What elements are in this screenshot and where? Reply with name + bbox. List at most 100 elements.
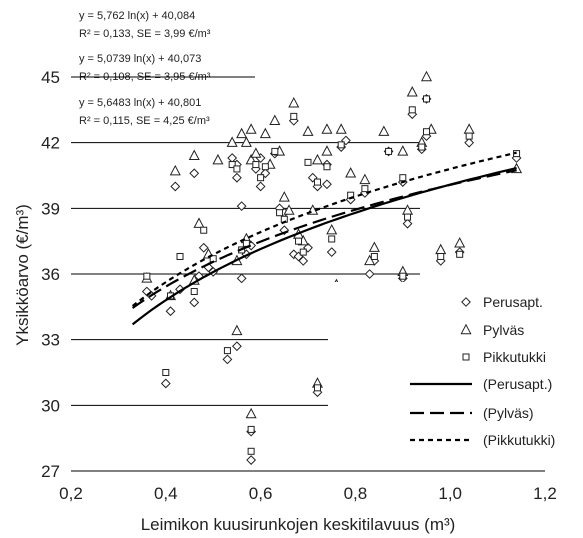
triangle-point <box>169 164 181 176</box>
y-axis-title: Yksikköarvo (€/m³) <box>13 204 32 346</box>
x-axis-tick-labels: 0,2 0,4 0,6 0,8 1,0 1,2 <box>59 484 557 503</box>
triangle-point <box>321 123 333 134</box>
x-tick-label: 1,2 <box>533 484 557 503</box>
triangle-point <box>345 167 357 178</box>
diamond-point <box>307 172 318 183</box>
legend-label: (Pylväs) <box>483 405 534 421</box>
diamond-point <box>189 297 200 308</box>
trendline-long-dash <box>131 169 517 309</box>
square-point <box>465 132 473 140</box>
triangle-point <box>402 204 414 215</box>
triangle-point <box>454 237 466 248</box>
triangle-point <box>463 123 475 134</box>
square-point <box>404 213 412 221</box>
diamond-point <box>231 172 242 183</box>
diamond-point <box>170 181 181 192</box>
y-tick-label: 42 <box>41 134 60 153</box>
triangle-point <box>335 123 347 134</box>
diamond-point <box>165 306 176 317</box>
legend-diamond-marker <box>461 297 471 307</box>
equation-3-formula: y = 5,6483 ln(x) + 40,801 <box>79 97 201 109</box>
x-tick-label: 0,8 <box>344 484 368 503</box>
x-tick-label: 0,4 <box>154 484 178 503</box>
trendlines <box>131 151 517 326</box>
triangle-point <box>240 136 252 147</box>
diamond-point <box>198 242 209 253</box>
triangle-point <box>283 204 295 215</box>
diamond-point <box>341 135 351 146</box>
legend-background <box>328 282 583 468</box>
square-point <box>399 272 407 280</box>
triangle-point <box>302 125 314 136</box>
square-point <box>323 163 331 171</box>
diamond-point <box>402 218 413 229</box>
square-point <box>247 425 255 433</box>
y-tick-label: 30 <box>41 396 60 415</box>
triangle-point <box>359 173 371 185</box>
square-point <box>313 384 321 392</box>
square-point <box>143 272 151 280</box>
trendline-short-dash <box>131 151 517 307</box>
triangle-point <box>406 86 418 97</box>
square-point <box>385 147 393 155</box>
equation-3-stats: R² = 0,115, SE = 4,25 €/m³ <box>79 115 210 127</box>
x-tick-label: 0,6 <box>249 484 273 503</box>
triangle-point <box>250 147 262 158</box>
y-tick-label: 39 <box>41 199 60 218</box>
triangle-point <box>397 145 409 156</box>
legend-label: (Pikkutukki) <box>483 432 555 448</box>
diamond-point <box>189 168 200 179</box>
legend-label: Pikkutukki <box>483 349 546 365</box>
square-point <box>418 143 426 151</box>
square-point <box>423 95 430 103</box>
triangle-point <box>236 127 248 139</box>
diamond-point <box>236 273 247 284</box>
square-point <box>190 288 198 296</box>
y-tick-label: 45 <box>41 68 60 87</box>
x-tick-label: 0,2 <box>59 484 83 503</box>
square-point <box>313 178 321 186</box>
square-point <box>247 447 255 455</box>
triangle-point <box>311 153 324 165</box>
y-tick-label: 36 <box>41 265 60 284</box>
triangle-point <box>288 96 300 108</box>
legend-label: (Perusapt.) <box>483 376 552 392</box>
y-tick-label: 33 <box>41 331 60 350</box>
square-point <box>176 252 184 260</box>
square-point <box>200 226 208 234</box>
equation-1-formula: y = 5,762 ln(x) + 40,084 <box>79 10 195 22</box>
triangle-point <box>245 123 257 134</box>
square-point <box>337 141 345 149</box>
diamond-point <box>255 181 266 192</box>
square-point <box>423 128 430 136</box>
square-point <box>295 237 303 245</box>
square-point <box>361 185 369 193</box>
triangle-point <box>188 149 200 160</box>
triangle-point <box>259 127 271 139</box>
legend-label: Pylväs <box>483 322 524 338</box>
square-point <box>271 147 279 155</box>
triangle-point <box>193 217 205 228</box>
legend-triangle-marker <box>460 323 472 335</box>
square-point <box>162 369 170 376</box>
y-tick-label: 27 <box>41 462 60 481</box>
triangle-point <box>420 70 433 82</box>
diamond-point <box>236 201 247 212</box>
triangle-point <box>212 153 224 165</box>
equation-1-stats: R² = 0,133, SE = 3,99 €/m³ <box>79 28 211 40</box>
diamond-point <box>364 269 375 279</box>
legend-label: Perusapt. <box>483 294 543 310</box>
legend-square-marker <box>462 353 470 361</box>
square-point <box>233 165 241 173</box>
triangle-point <box>245 407 257 419</box>
equation-2-formula: y = 5,0739 ln(x) + 40,073 <box>79 53 201 65</box>
triangle-point <box>368 241 380 252</box>
square-point <box>261 163 269 171</box>
diamond-point <box>160 378 171 389</box>
triangle-point <box>364 254 376 266</box>
diamond-point <box>231 341 242 352</box>
triangle-point <box>435 243 447 255</box>
diamond-point <box>322 179 332 190</box>
square-point <box>437 252 445 260</box>
